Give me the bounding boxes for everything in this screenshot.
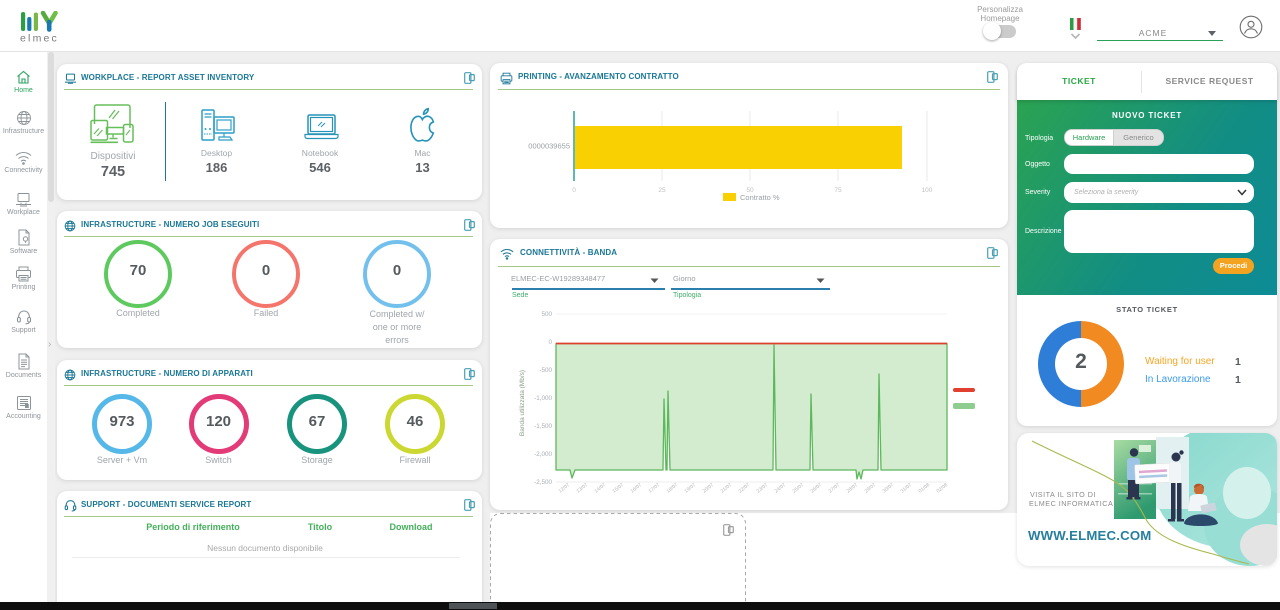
svg-text:18/07: 18/07 <box>666 482 680 495</box>
svg-text:15/07: 15/07 <box>612 482 626 495</box>
svg-text:28/07: 28/07 <box>846 482 860 495</box>
svg-text:100: 100 <box>922 187 933 194</box>
svg-text:-1,000: -1,000 <box>534 395 552 402</box>
svg-text:20/07: 20/07 <box>702 482 716 495</box>
svg-text:31/07: 31/07 <box>900 482 914 495</box>
svg-text:14/07: 14/07 <box>594 482 608 495</box>
svg-text:25/07: 25/07 <box>792 482 806 495</box>
svg-text:0: 0 <box>548 339 552 346</box>
svg-text:-2,500: -2,500 <box>534 479 552 486</box>
svg-text:30/07: 30/07 <box>882 482 896 495</box>
svg-text:elmec: elmec <box>20 33 59 44</box>
svg-text:26/07: 26/07 <box>810 482 824 495</box>
svg-text:75: 75 <box>834 187 842 194</box>
svg-text:0000039655: 0000039655 <box>528 142 570 151</box>
svg-text:16/07: 16/07 <box>630 482 644 495</box>
svg-text:50: 50 <box>746 187 754 194</box>
svg-text:-500: -500 <box>539 367 552 374</box>
svg-text:01/08: 01/08 <box>918 482 932 495</box>
svg-text:27/07: 27/07 <box>828 482 842 495</box>
svg-text:500: 500 <box>541 311 552 318</box>
svg-text:29/07: 29/07 <box>864 482 878 495</box>
svg-text:13/07: 13/07 <box>576 482 590 495</box>
svg-text:Banda utilizzata (Mb/s): Banda utilizzata (Mb/s) <box>519 370 526 436</box>
svg-text:21/07: 21/07 <box>720 482 734 495</box>
svg-text:24/07: 24/07 <box>774 482 788 495</box>
svg-text:25: 25 <box>658 187 666 194</box>
svg-text:Contratto %: Contratto % <box>740 193 780 202</box>
svg-text:23/07: 23/07 <box>756 482 770 495</box>
svg-text:17/07: 17/07 <box>648 482 662 495</box>
svg-text:0: 0 <box>572 187 576 194</box>
svg-text:-1,500: -1,500 <box>534 423 552 430</box>
svg-text:02/08: 02/08 <box>936 482 950 495</box>
svg-text:-2,000: -2,000 <box>534 451 552 458</box>
svg-text:19/07: 19/07 <box>684 482 698 495</box>
svg-text:12/07: 12/07 <box>558 482 572 495</box>
svg-text:22/07: 22/07 <box>738 482 752 495</box>
